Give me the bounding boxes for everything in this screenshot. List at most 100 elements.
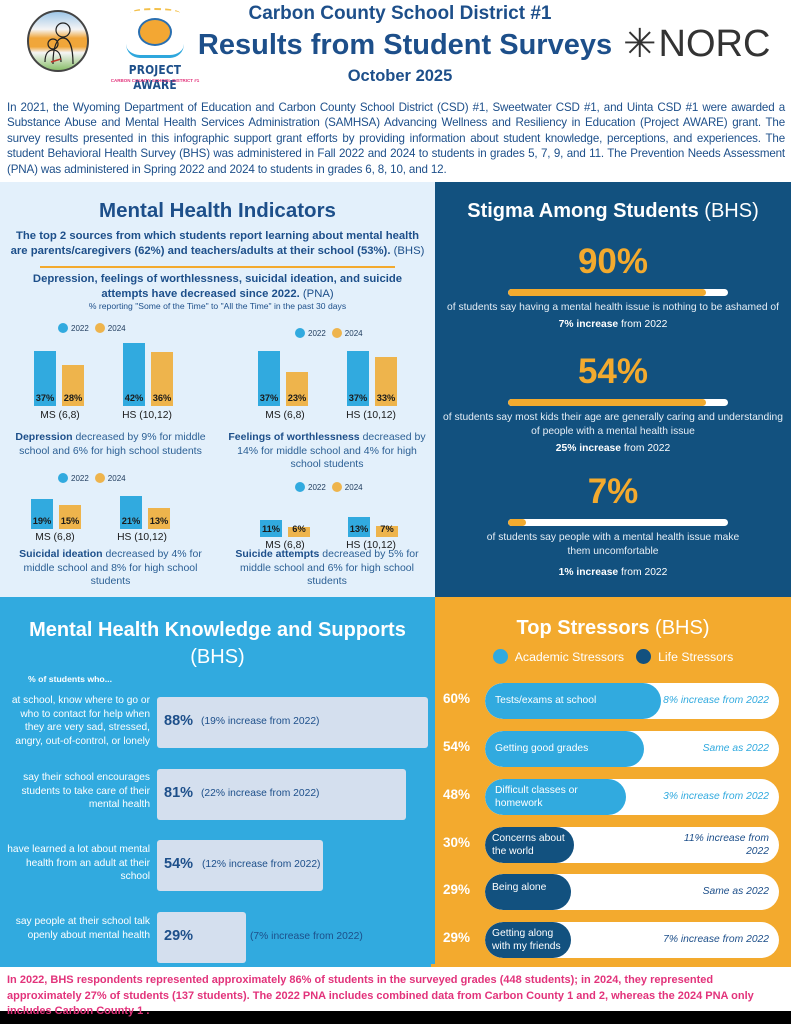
chart-caption: Depression decreased by 9% for middle sc… [15, 431, 206, 457]
stressor-row: 30% Concerns about the world 11% increas… [435, 827, 791, 863]
chart-legend: 2022 2024 [58, 473, 132, 483]
chart-legend: 2022 2024 [295, 328, 369, 338]
legend-2022-dot [58, 323, 68, 333]
stressor-row: 60% Tests/exams at school 8% increase fr… [435, 683, 791, 719]
bar-hs-2022: 42% [123, 343, 145, 406]
bar-hs-2022: 13% [348, 517, 370, 537]
legend-2022-dot [58, 473, 68, 483]
mhi-title: Mental Health Indicators [99, 199, 336, 222]
knowledge-title: Mental Health Knowledge and Supports (BHS… [29, 619, 406, 668]
intro-paragraph: In 2021, the Wyoming Department of Educa… [7, 101, 785, 176]
stressor-row: 29% Being alone Same as 2022 [435, 874, 791, 910]
district-title: Carbon County School District #1 [248, 3, 552, 24]
knowledge-bar: 29% [157, 912, 246, 963]
norc-logo: ✳ NORC [623, 22, 770, 66]
legend-2022-dot [295, 328, 305, 338]
group-label: MS (6,8) [35, 532, 75, 543]
bar-ms-2022: 37% [258, 351, 280, 406]
stressor-pct: 48% [443, 787, 471, 802]
mhi-note: % reporting "Some of the Time" to "All t… [88, 301, 347, 311]
family-icon [44, 22, 74, 65]
legend-2024-dot [94, 473, 105, 483]
stigma-desc: of students say having a mental health i… [447, 302, 779, 313]
stressor-bar: Tests/exams at school 8% increase from 2… [485, 683, 779, 719]
bar-ms-2022: 11% [260, 520, 282, 537]
knowledge-label: have learned a lot about mental health f… [7, 844, 150, 882]
legend-2024-dot [331, 328, 342, 338]
knowledge-label: say people at their school talk openly a… [15, 916, 150, 941]
stressor-pct: 60% [443, 691, 471, 706]
knowledge-change: (12% increase from 2022) [202, 859, 321, 870]
divider [40, 266, 395, 268]
stressor-change: 11% increase from 2022 [683, 832, 769, 858]
stigma-change: 7% increase from 2022 [558, 319, 668, 330]
chart-caption: Feelings of worthlessness decreased by 1… [228, 431, 426, 470]
stressor-pct: 54% [443, 739, 471, 754]
knowledge-change: (7% increase from 2022) [250, 931, 363, 942]
stigma-progress-bar [508, 289, 728, 296]
stressor-bar: Getting good grades Same as 2022 [485, 731, 779, 767]
suicidal-ideation-chart: 2022 2024 19% 15% 21% 13% MS (6,8) HS (1… [0, 182, 217, 597]
stressor-bar: Getting along with my friends 7% increas… [485, 922, 779, 958]
stressor-bar: Difficult classes or homework 3% increas… [485, 779, 779, 815]
bar-ms-2024: 23% [286, 372, 308, 406]
group-label: MS (6,8) [40, 410, 80, 421]
stressor-name: Being alone [492, 882, 547, 893]
stressor-name: Getting good grades [495, 743, 589, 755]
project-aware-logo: PROJECT AWARE CARBON COUNTY SCHOOL DISTR… [110, 6, 200, 92]
stigma-panel: Stigma Among Students (BHS) 90% of stude… [435, 182, 791, 597]
knowledge-label: say their school encourages students to … [21, 772, 150, 810]
suicide-attempts-chart: 2022 2024 11% 6% 13% 7% MS (6,8) HS (10,… [217, 182, 435, 597]
norc-text: NORC [658, 22, 771, 65]
mental-health-indicators-panel: Mental Health Indicators The top 2 sourc… [0, 182, 435, 597]
life-dot-icon [636, 649, 652, 664]
stigma-progress-bar [508, 519, 728, 526]
group-label: MS (6,8) [265, 410, 305, 421]
knowledge-label: at school, know where to go or who to co… [11, 695, 150, 747]
stressor-name: Concerns about the world [492, 832, 565, 858]
footnote: In 2022, BHS respondents represented app… [0, 967, 791, 1017]
knowledge-bar: 81% (22% increase from 2022) [157, 769, 406, 820]
stressors-title: Top Stressors (BHS) [516, 617, 710, 639]
stressor-change: 3% increase from 2022 [663, 791, 769, 803]
stressor-name: Tests/exams at school [495, 695, 597, 707]
bar-hs-2024: 7% [376, 524, 398, 537]
knowledge-change: (22% increase from 2022) [201, 788, 320, 799]
depression-chart: 2022 2024 37% 28% 42% 36% MS (6,8) HS (1… [0, 182, 217, 462]
knowledge-pct: 29% [164, 928, 194, 944]
page-title: Results from Student Surveys [197, 29, 613, 61]
stressor-row: 54% Getting good grades Same as 2022 [435, 731, 791, 767]
legend-2024-dot [94, 323, 105, 333]
book-icon [126, 44, 184, 58]
bar-ms-2024: 28% [62, 365, 84, 406]
stressor-name: Difficult classes or homework [495, 784, 578, 810]
stressor-row: 29% Getting along with my friends 7% inc… [435, 922, 791, 958]
knowledge-bar: 54% (12% increase from 2022) [157, 840, 323, 891]
group-label: MS (6,8) [265, 540, 305, 551]
date-subtitle: October 2025 [347, 67, 453, 85]
top-stressors-panel: Top Stressors (BHS) Academic Stressors L… [435, 597, 791, 967]
chart-legend: 2022 2024 [295, 482, 369, 492]
bar-hs-2022: 37% [347, 351, 369, 406]
footnote-text: In 2022, BHS respondents represented app… [7, 974, 754, 1017]
knowledge-pct: 81% [164, 785, 194, 801]
academic-dot-icon [492, 649, 508, 664]
worthlessness-chart: 2022 2024 37% 23% 37% 33% MS (6,8) HS (1… [217, 182, 435, 470]
stressor-change: 8% increase from 2022 [663, 695, 769, 707]
bar-ms-2024: 15% [59, 505, 81, 529]
mhi-decrease-text: Depression, feelings of worthlessness, s… [32, 273, 403, 300]
group-label: HS (10,12) [122, 410, 172, 421]
knowledge-pct: 88% [164, 713, 194, 729]
mhi-sources-text: The top 2 sources from which students re… [10, 230, 425, 257]
bar-ms-2024: 6% [288, 524, 310, 537]
chart-legend: 2022 2024 [58, 323, 132, 333]
sun-rays-icon [130, 8, 180, 18]
project-aware-sub: CARBON COUNTY SCHOOL DISTRICT #1 [110, 78, 200, 83]
header: PROJECT AWARE CARBON COUNTY SCHOOL DISTR… [0, 0, 791, 95]
group-label: HS (10,12) [346, 410, 396, 421]
knowledge-subtitle: % of students who... [28, 674, 112, 684]
stressors-legend: Academic Stressors Life Stressors [435, 649, 791, 664]
stressor-change: Same as 2022 [702, 743, 769, 755]
brain-icon [138, 18, 172, 46]
legend-2024-dot [331, 482, 342, 492]
